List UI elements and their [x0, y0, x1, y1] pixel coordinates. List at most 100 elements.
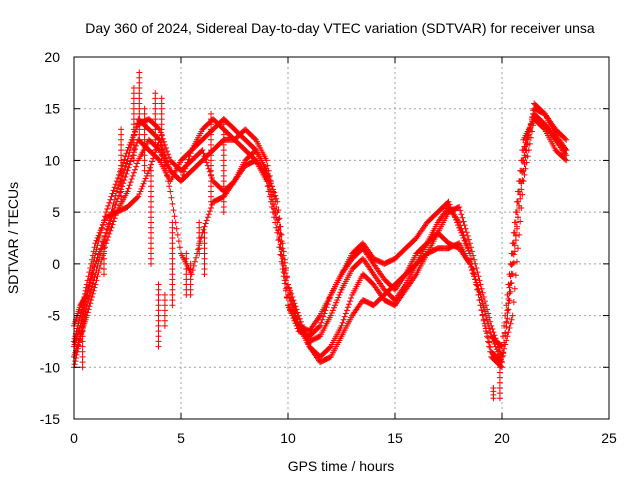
data-point	[136, 110, 143, 117]
y-tick-label: -10	[40, 359, 60, 375]
data-point	[108, 193, 115, 200]
data-point	[169, 281, 176, 288]
data-point	[201, 271, 208, 278]
data-point	[126, 149, 133, 156]
data-point	[489, 335, 496, 342]
data-point	[148, 161, 154, 168]
data-point	[155, 125, 162, 132]
data-point	[91, 244, 98, 251]
data-point	[179, 175, 186, 181]
data-point	[187, 260, 194, 267]
data-point	[319, 316, 326, 323]
data-point	[183, 250, 190, 257]
data-point	[109, 205, 116, 211]
data-point	[73, 328, 80, 335]
data-point	[480, 317, 487, 324]
data-point	[514, 209, 520, 216]
data-point	[220, 121, 227, 128]
data-point	[124, 188, 131, 195]
data-point	[473, 281, 480, 288]
data-point	[141, 136, 148, 143]
data-point	[173, 225, 180, 232]
data-point	[521, 143, 528, 150]
data-point	[152, 95, 159, 102]
data-point	[317, 322, 324, 329]
data-point	[516, 202, 523, 209]
data-point	[149, 158, 156, 165]
data-point	[208, 157, 214, 164]
data-point	[108, 224, 115, 231]
data-point	[178, 178, 184, 185]
data-point	[159, 146, 166, 153]
data-point	[106, 230, 113, 237]
data-point	[155, 333, 162, 340]
data-point	[201, 266, 208, 272]
data-point	[490, 385, 497, 391]
data-point	[264, 170, 271, 177]
data-point	[462, 240, 469, 247]
data-point	[503, 318, 510, 325]
data-point	[79, 333, 86, 340]
data-point	[196, 235, 203, 241]
data-point	[496, 390, 503, 397]
data-point	[101, 255, 107, 262]
data-point	[86, 269, 93, 276]
data-point	[148, 209, 154, 216]
data-point	[208, 116, 214, 123]
data-point	[127, 179, 134, 186]
data-point	[132, 146, 138, 153]
data-point	[507, 273, 514, 280]
data-point	[124, 157, 131, 164]
data-point	[96, 229, 103, 236]
data-point	[208, 188, 214, 195]
data-point	[155, 286, 162, 293]
data-point	[272, 219, 279, 226]
data-point	[130, 157, 137, 164]
data-point	[208, 193, 214, 200]
data-point	[99, 222, 106, 229]
data-point	[123, 160, 130, 167]
data-point	[504, 315, 511, 322]
data-point	[99, 239, 106, 246]
data-point	[469, 267, 475, 274]
data-point	[112, 192, 119, 199]
data-point	[134, 160, 141, 167]
data-point	[196, 219, 203, 226]
data-point	[519, 157, 526, 164]
data-point	[186, 153, 193, 160]
data-point	[266, 177, 273, 184]
data-point	[454, 219, 461, 226]
data-point	[130, 85, 137, 91]
data-point	[510, 299, 517, 306]
data-point	[493, 346, 500, 353]
data-point	[205, 211, 212, 218]
data-point	[453, 216, 459, 223]
data-point	[276, 215, 283, 222]
data-point	[155, 338, 162, 345]
data-point	[91, 264, 98, 270]
data-point	[489, 326, 496, 332]
data-point	[118, 147, 125, 154]
data-point	[220, 136, 227, 143]
data-point	[200, 150, 207, 157]
data-point	[130, 95, 137, 102]
data-point	[187, 276, 194, 283]
data-point	[480, 304, 487, 311]
data-point	[158, 131, 165, 138]
data-point	[155, 135, 162, 142]
chart-title: Day 360 of 2024, Sidereal Day-to-day VTE…	[85, 20, 595, 36]
data-point	[280, 248, 287, 255]
data-point	[181, 168, 188, 175]
data-point	[283, 295, 290, 301]
data-point	[512, 219, 519, 226]
data-point	[458, 229, 465, 236]
data-point	[169, 245, 176, 252]
data-point	[201, 250, 208, 257]
data-point	[521, 171, 528, 178]
data-point	[122, 174, 129, 180]
data-point	[288, 294, 295, 300]
data-point	[201, 255, 208, 262]
data-point	[271, 189, 278, 196]
data-point	[142, 175, 149, 182]
